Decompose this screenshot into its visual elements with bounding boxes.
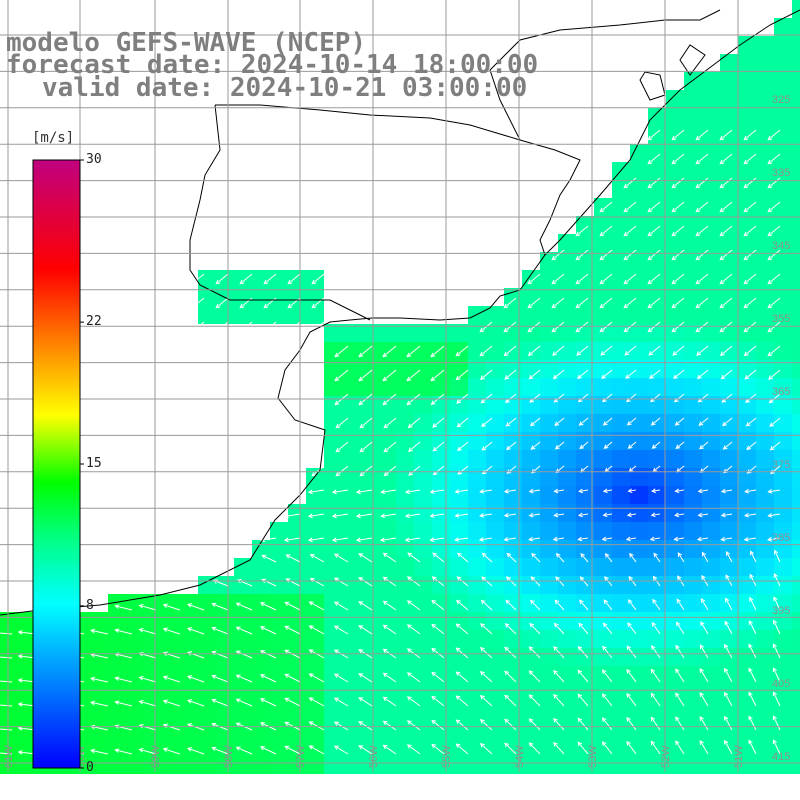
lat-lon-grid [0, 0, 800, 772]
coastline [0, 9, 800, 616]
lat-label: 405 [772, 678, 790, 690]
lon-label: 55W [441, 745, 453, 768]
lat-label: 335 [772, 167, 790, 179]
forecast-date: forecast date: 2024-10-14 18:00:00 [6, 50, 539, 80]
colorbar-tick-label: 8 [86, 597, 94, 613]
lon-label: 52W [660, 745, 672, 768]
lat-label: 355 [772, 313, 790, 325]
colorbar-unit: [m/s] [32, 130, 75, 146]
lon-label: 56W [368, 745, 380, 768]
wind-arrows [0, 129, 781, 755]
lon-label: 57W [295, 745, 307, 768]
lat-label: 365 [772, 386, 790, 398]
lat-label: 345 [772, 240, 790, 252]
colorbar-gradient [32, 159, 81, 769]
lat-label: 385 [772, 532, 790, 544]
lon-label: 61W [3, 745, 15, 768]
colorbar-tick-label: 22 [86, 314, 102, 330]
colorbar [32, 159, 84, 769]
colorbar-tick-label: 30 [86, 152, 102, 167]
lon-label: 59W [150, 745, 162, 768]
model-title: modelo GEFS-WAVE (NCEP) [6, 28, 367, 58]
lat-label: 395 [772, 605, 790, 617]
lon-label: 53W [587, 745, 599, 768]
lon-label: 58W [223, 745, 235, 768]
colorbar-tick-label: 15 [86, 456, 102, 471]
valid-date: valid date: 2024-10-21 03:00:00 [42, 73, 528, 103]
lon-label: 51W [733, 745, 745, 768]
colorbar-tick-label: 0 [86, 760, 94, 775]
lat-label: 375 [772, 459, 790, 471]
lat-label: 325 [772, 94, 790, 106]
lat-label: 415 [772, 751, 790, 763]
lon-label: 54W [514, 745, 526, 768]
